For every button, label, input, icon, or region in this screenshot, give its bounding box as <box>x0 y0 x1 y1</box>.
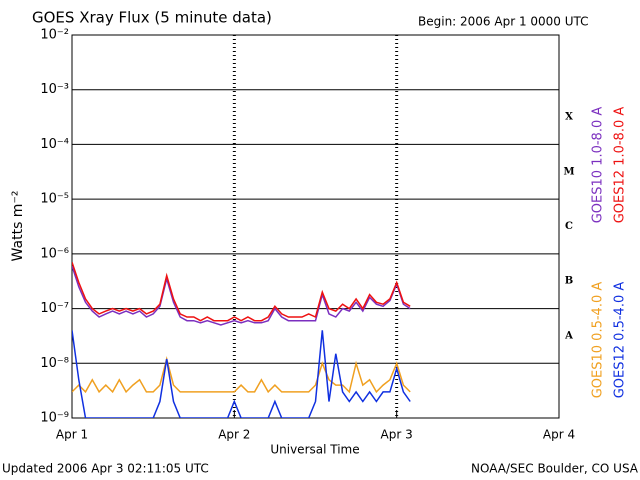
plot-frame <box>71 34 560 419</box>
y-tick-label: 10⁻⁹ <box>40 411 69 426</box>
x-tick-label: Apr 3 <box>381 428 413 442</box>
flare-class-label: X <box>565 112 573 123</box>
x-tick-label: Apr 4 <box>543 428 575 442</box>
y-tick-label: 10⁻³ <box>40 82 69 97</box>
y-tick-label: 10⁻⁷ <box>40 301 69 316</box>
legend-entry: GOES12 1.0-8.0 A <box>613 107 628 224</box>
y-tick-label: 10⁻⁴ <box>40 137 69 152</box>
legend-entry: GOES12 0.5-4.0 A <box>613 282 628 399</box>
footer-right: NOAA/SEC Boulder, CO USA <box>471 462 639 476</box>
footer-left: Updated 2006 Apr 3 02:11:05 UTC <box>2 462 209 476</box>
y-tick-label: 10⁻² <box>40 28 69 43</box>
chart-subtitle: Begin: 2006 Apr 1 0000 UTC <box>418 15 589 29</box>
y-tick-label: 10⁻⁸ <box>40 356 69 371</box>
series-line <box>72 265 411 326</box>
series-line <box>72 356 411 394</box>
legend-entry: GOES10 1.0-8.0 A <box>591 107 606 224</box>
flare-class-label: B <box>565 276 573 287</box>
flare-class-label: M <box>563 166 574 177</box>
x-tick-label: Apr 1 <box>56 428 88 442</box>
x-tick-label: Apr 2 <box>218 428 250 442</box>
flare-class-label: A <box>564 330 573 341</box>
legend-entry: GOES10 0.5-4.0 A <box>591 282 606 399</box>
y-tick-label: 10⁻⁵ <box>40 192 69 207</box>
y-axis-label: Watts m⁻² <box>10 191 26 262</box>
y-tick-label: 10⁻⁶ <box>40 246 69 261</box>
series-line <box>72 262 411 322</box>
chart-title: GOES Xray Flux (5 minute data) <box>32 9 272 27</box>
flare-class-label: C <box>565 221 573 232</box>
series-group <box>72 262 411 418</box>
series-line <box>72 330 411 418</box>
x-axis-label: Universal Time <box>270 443 359 457</box>
